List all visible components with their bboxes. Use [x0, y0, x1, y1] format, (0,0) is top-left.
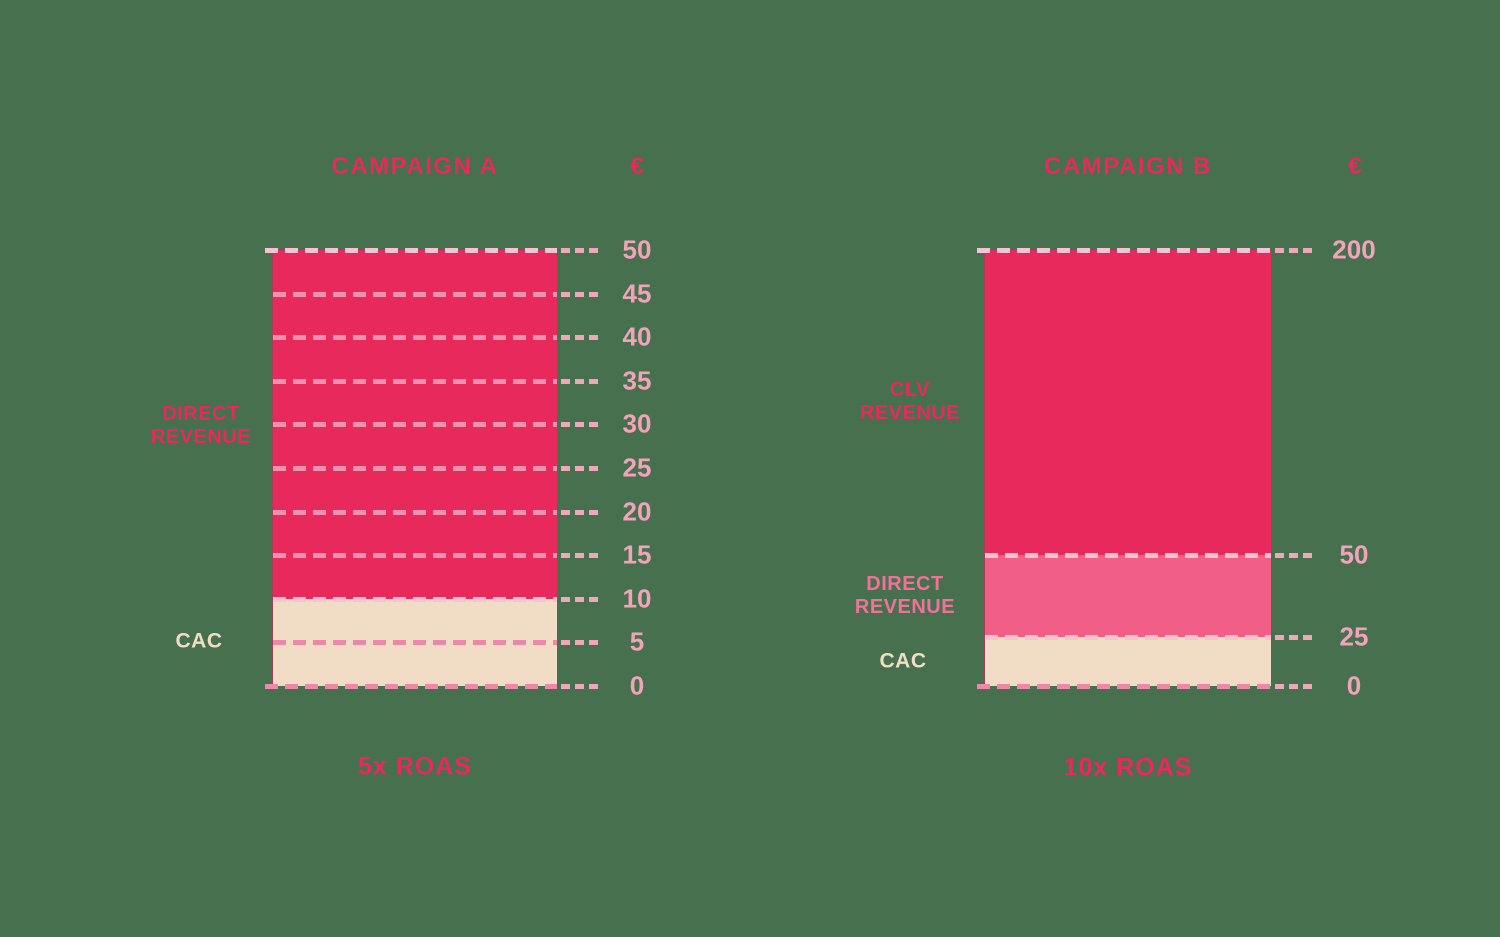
- campaign-a-bar-left-edge: [271, 250, 273, 686]
- campaign-a-gridline-40: [273, 335, 557, 340]
- campaign-a-tick-label-20: 20: [622, 496, 652, 527]
- campaign-b-tick-label-200: 200: [1332, 234, 1376, 265]
- campaign-b-cac-segment: [985, 637, 1271, 686]
- campaign-b-tick-label-0: 0: [1346, 670, 1362, 701]
- campaign-b-roas-label: 10x ROAS: [1063, 753, 1193, 782]
- campaign-a-tick-dash-45: [561, 292, 599, 297]
- campaign-a-gridline-25: [273, 466, 557, 471]
- campaign-a-tick-label-30: 30: [622, 408, 652, 439]
- campaign-a-tick-dash-35: [561, 379, 599, 384]
- campaign-a-tick-dash-5: [561, 640, 599, 645]
- campaign-a-gridline-15: [273, 553, 557, 558]
- label-line: REVENUE: [854, 596, 956, 618]
- campaign-a-tick-dash-50: [561, 248, 599, 253]
- campaign-a-tick-label-40: 40: [622, 321, 652, 352]
- label-line: CLV: [889, 379, 931, 401]
- label-line: CAC: [175, 629, 223, 653]
- label-line: REVENUE: [150, 426, 252, 448]
- campaign-a-tick-label-15: 15: [622, 539, 652, 570]
- campaign-b-tick-dash-200: [1275, 248, 1313, 253]
- campaign-a-roas-label: 5x ROAS: [358, 752, 472, 781]
- campaign-a-gridline-20: [273, 510, 557, 515]
- label-line: REVENUE: [859, 402, 961, 424]
- campaign-b-direct-revenue-label: DIRECT REVENUE: [855, 573, 955, 619]
- label-line: CAC: [879, 649, 927, 673]
- campaign-a-tick-label-35: 35: [622, 365, 652, 396]
- campaign-a-gridline-10: [273, 597, 557, 602]
- campaign-a-tick-dash-15: [561, 553, 599, 558]
- campaign-b-gridline-25: [985, 635, 1271, 640]
- campaign-a-tick-label-50: 50: [622, 234, 652, 265]
- campaign-a-tick-label-0: 0: [629, 670, 645, 701]
- campaign-a-gridline-35: [273, 379, 557, 384]
- campaign-a-tick-dash-20: [561, 510, 599, 515]
- campaign-b-gridline-50: [985, 553, 1271, 558]
- campaign-b-clv-revenue-label: CLV REVENUE: [860, 379, 960, 425]
- label-line: DIRECT: [162, 403, 240, 425]
- campaign-a-tick-label-10: 10: [622, 583, 652, 614]
- campaign-b-bar-left-edge: [983, 250, 985, 686]
- campaign-a-tick-label-25: 25: [622, 452, 652, 483]
- campaign-b-title: CAMPAIGN B: [1044, 153, 1212, 180]
- campaign-a-cac-label: CAC: [176, 630, 223, 653]
- campaign-b-tick-dash-0: [1275, 684, 1313, 689]
- campaign-a-gridline-30: [273, 422, 557, 427]
- campaign-b-tick-dash-25: [1275, 635, 1313, 640]
- campaign-b-tick-dash-50: [1275, 553, 1313, 558]
- label-line: DIRECT: [866, 573, 944, 595]
- campaign-b-gridline-0: [977, 684, 1271, 689]
- campaign-a-gridline-50: [265, 248, 557, 253]
- campaign-a-tick-dash-10: [561, 597, 599, 602]
- campaign-a-tick-dash-40: [561, 335, 599, 340]
- campaign-b-currency-symbol: €: [1348, 153, 1362, 180]
- campaign-a-tick-dash-30: [561, 422, 599, 427]
- campaign-a-currency-symbol: €: [630, 153, 644, 180]
- campaign-b-clv-revenue-segment: [985, 250, 1271, 555]
- campaign-a-tick-dash-0: [561, 684, 599, 689]
- campaign-a-gridline-0: [265, 684, 557, 689]
- campaign-a-tick-label-5: 5: [629, 626, 645, 657]
- campaign-a-title: CAMPAIGN A: [331, 153, 499, 180]
- campaign-b-gridline-200: [977, 248, 1271, 253]
- campaign-b-tick-label-50: 50: [1339, 539, 1369, 570]
- campaign-a-tick-label-45: 45: [622, 278, 652, 309]
- campaign-b-tick-label-25: 25: [1339, 621, 1369, 652]
- campaign-b-direct-revenue-segment: [985, 555, 1271, 637]
- campaign-b-cac-label: CAC: [880, 650, 927, 673]
- campaign-a-gridline-45: [273, 292, 557, 297]
- campaign-a-gridline-5: [273, 640, 557, 645]
- campaign-a-tick-dash-25: [561, 466, 599, 471]
- campaign-a-direct-revenue-label: DIRECT REVENUE: [151, 403, 251, 449]
